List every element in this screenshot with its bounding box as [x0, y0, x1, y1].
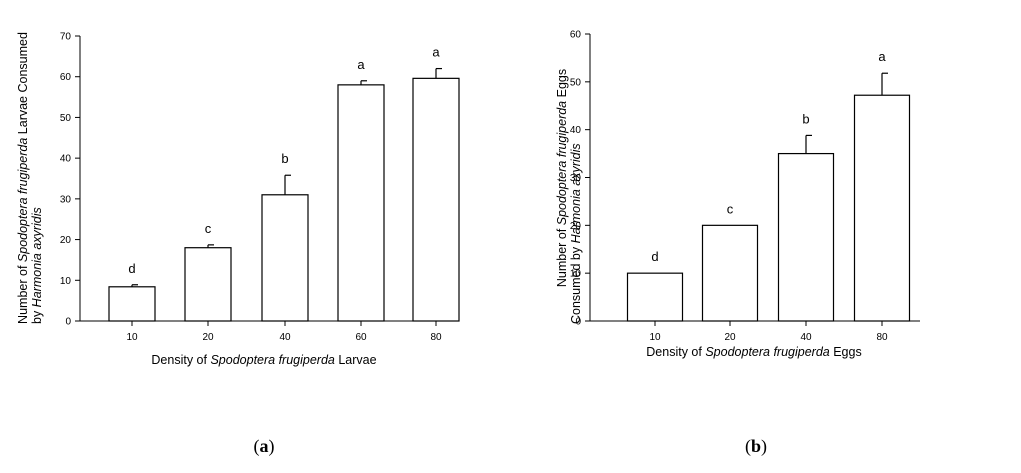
y-tick-label: 0: [65, 317, 71, 328]
bar: [626, 272, 684, 322]
y-tick-label: 50: [570, 77, 582, 88]
y-tick-label: 60: [570, 30, 582, 41]
x-axis-label: Density of Spodoptera frugiperda Larvae: [151, 353, 376, 367]
y-axis-label-line1-part: Number of: [16, 262, 30, 324]
y-axis-label-line2: by Harmonia axyridis: [30, 207, 44, 324]
y-axis-label-line1-part: Spodoptera frugiperda: [555, 101, 569, 225]
y-tick-label: 0: [575, 317, 581, 328]
panel-b: 0 10 20 30 40 50 60 d 10 c 20 b 40 a 80 Density of Spod…: [555, 30, 920, 457]
bar: [412, 77, 460, 322]
x-tick-label: 10: [649, 332, 661, 343]
panel-label-part: ): [761, 436, 767, 457]
x-axis-label-part: Spodoptera frugiperda: [705, 345, 829, 359]
x-tick-label: 20: [202, 332, 214, 343]
y-tick-label: 40: [570, 125, 582, 136]
bar: [337, 84, 385, 322]
y-tick-label: 20: [570, 221, 582, 232]
significance-letter: b: [802, 111, 809, 126]
panel-label-part: ): [269, 436, 275, 457]
y-axis-label-line1-part: Spodoptera frugiperda: [16, 138, 30, 262]
bar: [108, 286, 156, 322]
panel-label-part: a: [260, 436, 269, 456]
x-tick-label: 60: [355, 332, 367, 343]
bar: [261, 194, 309, 322]
x-axis-label-part: Larvae: [335, 353, 377, 367]
significance-letter: a: [357, 57, 365, 72]
y-tick-label: 20: [60, 235, 72, 246]
y-axis-label-line2-part: Harmonia axyridis: [30, 207, 44, 307]
y-axis-label-line1: Number of Spodoptera frugiperda Eggs: [555, 69, 569, 287]
y-axis-label-line1-part: Number of: [555, 225, 569, 287]
y-tick-label: 30: [60, 194, 72, 205]
x-tick-label: 80: [876, 332, 888, 343]
panel-label: (b): [745, 436, 767, 457]
y-tick-label: 50: [60, 113, 72, 124]
x-tick-label: 10: [126, 332, 138, 343]
y-tick-label: 10: [60, 276, 72, 287]
x-axis-label: Density of Spodoptera frugiperda Eggs: [646, 345, 861, 359]
y-axis-label-line2-part: Harmonia axyridis: [569, 143, 583, 243]
bar: [701, 224, 759, 322]
significance-letter: d: [651, 249, 658, 264]
x-tick-label: 40: [279, 332, 291, 343]
significance-letter: a: [878, 49, 886, 64]
significance-letter: c: [727, 201, 734, 216]
panel-label-part: (: [254, 436, 260, 457]
y-axis-label-line2-part: Consumed by: [569, 243, 583, 324]
x-tick-label: 80: [430, 332, 442, 343]
y-axis-label-line1: Number of Spodoptera frugiperda Larvae C…: [16, 32, 30, 324]
bar: [777, 152, 835, 322]
x-tick-label: 40: [800, 332, 812, 343]
y-tick-label: 40: [60, 154, 72, 165]
x-axis-label-part: Density of: [151, 353, 210, 367]
x-tick-label: 20: [724, 332, 736, 343]
y-tick-label: 70: [60, 32, 72, 43]
x-axis-label-part: Spodoptera frugiperda: [210, 353, 334, 367]
y-axis-label-line2: Consumed by Harmonia axyridis: [569, 143, 583, 324]
significance-letter: b: [281, 151, 288, 166]
x-axis-label-part: Density of: [646, 345, 705, 359]
significance-letter: d: [128, 261, 135, 276]
y-tick-label: 10: [570, 269, 582, 280]
y-axis-label-line2-part: by: [30, 307, 44, 324]
panel-label: (a): [254, 436, 275, 457]
panel-label-part: b: [751, 436, 761, 456]
y-axis-label-line1-part: Larvae Consumed: [16, 32, 30, 138]
panel-label-part: (: [745, 436, 751, 457]
y-axis-label-line1-part: Eggs: [555, 69, 569, 101]
significance-letter: c: [205, 221, 212, 236]
x-axis-label-part: Eggs: [830, 345, 862, 359]
y-tick-label: 60: [60, 72, 72, 83]
significance-letter: a: [432, 45, 440, 60]
panel-a: 0 10 20 30 40 50 60 70 d 10 c 20 b 40 a 60 a 80 Density of…: [16, 32, 460, 457]
y-tick-label: 30: [570, 173, 582, 184]
bar: [184, 247, 232, 322]
bar: [853, 94, 911, 322]
